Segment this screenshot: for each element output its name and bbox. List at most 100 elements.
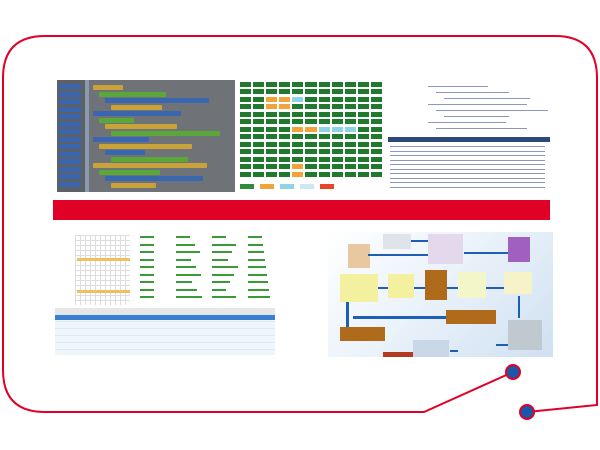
code-line: [390, 182, 545, 183]
status-legend: [240, 184, 334, 189]
status-cell: [240, 164, 252, 170]
schedule-text: [212, 296, 236, 298]
schedule-text: [248, 281, 268, 283]
schedule-text: [248, 296, 270, 298]
schedule-text: [248, 288, 269, 291]
status-cell: [357, 104, 369, 110]
status-cell: [279, 134, 291, 140]
schedule-text: [212, 251, 232, 253]
status-cell: [305, 156, 317, 162]
operator-node: [348, 244, 370, 268]
code-block: [99, 91, 166, 97]
code-line: [390, 155, 545, 156]
code-block: [105, 176, 203, 181]
status-cell: [331, 149, 343, 155]
status-cell: [253, 134, 265, 140]
flow-arrow: [486, 287, 504, 289]
schedule-text: [212, 273, 234, 276]
status-cell: [370, 149, 382, 155]
status-cell: [357, 111, 369, 117]
status-cell: [344, 171, 356, 177]
status-cell: [318, 171, 330, 177]
code-line: [444, 116, 509, 117]
schedule-text: [140, 273, 154, 276]
status-cell: [318, 119, 330, 125]
legend-swatch: [280, 184, 294, 189]
status-cell: [240, 134, 252, 140]
status-cell: [331, 126, 343, 132]
status-cell: [292, 149, 304, 155]
schedule-text: [248, 266, 266, 268]
flow-arrow: [518, 296, 520, 318]
logistics-flow-diagram: [328, 232, 553, 357]
status-cell: [266, 171, 278, 177]
status-cell: [370, 171, 382, 177]
status-cell: [279, 164, 291, 170]
code-block: [99, 169, 160, 175]
status-cell: [253, 111, 265, 117]
code-block: [59, 136, 81, 142]
status-cell: [253, 171, 265, 177]
code-line: [390, 159, 545, 161]
status-cell: [240, 96, 252, 102]
status-cell: [253, 96, 265, 102]
status-cell: [370, 156, 382, 162]
status-cell: [266, 119, 278, 125]
code-block: [99, 117, 134, 123]
status-cell: [357, 82, 369, 87]
legend-swatch: [240, 184, 254, 189]
code-block: [59, 114, 81, 119]
status-cell: [266, 126, 278, 132]
legend-swatch: [260, 184, 274, 189]
schedule-text: [140, 243, 154, 246]
status-cell: [279, 149, 291, 155]
status-cell: [331, 96, 343, 102]
defect-area-node: [446, 310, 496, 324]
code-block: [93, 163, 207, 168]
status-cell: [344, 104, 356, 110]
status-cell: [266, 141, 278, 147]
status-cell: [344, 149, 356, 155]
status-cell: [305, 89, 317, 95]
status-cell: [305, 171, 317, 177]
code-block: [105, 124, 177, 129]
code-block: [59, 121, 81, 127]
status-cell: [357, 96, 369, 102]
status-cell: [240, 82, 252, 87]
barcode-node: [504, 272, 532, 294]
status-cell: [266, 111, 278, 117]
status-cell: [344, 82, 356, 87]
schedule-text: [212, 266, 238, 268]
status-cell: [253, 149, 265, 155]
schedule-text: [248, 251, 264, 253]
status-cell: [370, 89, 382, 95]
status-cell: [253, 119, 265, 125]
status-cell: [357, 156, 369, 162]
code-line: [390, 177, 545, 179]
flow-arrow: [496, 344, 508, 346]
code-block: [59, 159, 81, 164]
code-line: [390, 168, 545, 170]
schedule-text: [140, 258, 154, 261]
status-cell: [357, 149, 369, 155]
status-cell: [240, 149, 252, 155]
code-line: [436, 110, 548, 111]
code-block: [93, 85, 123, 90]
status-cell: [292, 119, 304, 125]
status-cell: [357, 126, 369, 132]
code-block: [59, 144, 81, 149]
code-block: [99, 143, 192, 149]
status-cell: [344, 96, 356, 102]
status-cell: [279, 89, 291, 95]
status-cell: [305, 126, 317, 132]
forklift-node: [388, 274, 414, 298]
schedule-text: [248, 258, 265, 261]
code-block: [105, 98, 209, 103]
schedule-text: [176, 251, 200, 253]
flow-arrow: [353, 316, 446, 319]
status-cell: [240, 156, 252, 162]
status-cell: [253, 126, 265, 132]
inspection-node: [458, 272, 486, 298]
printer-node: [508, 237, 530, 262]
